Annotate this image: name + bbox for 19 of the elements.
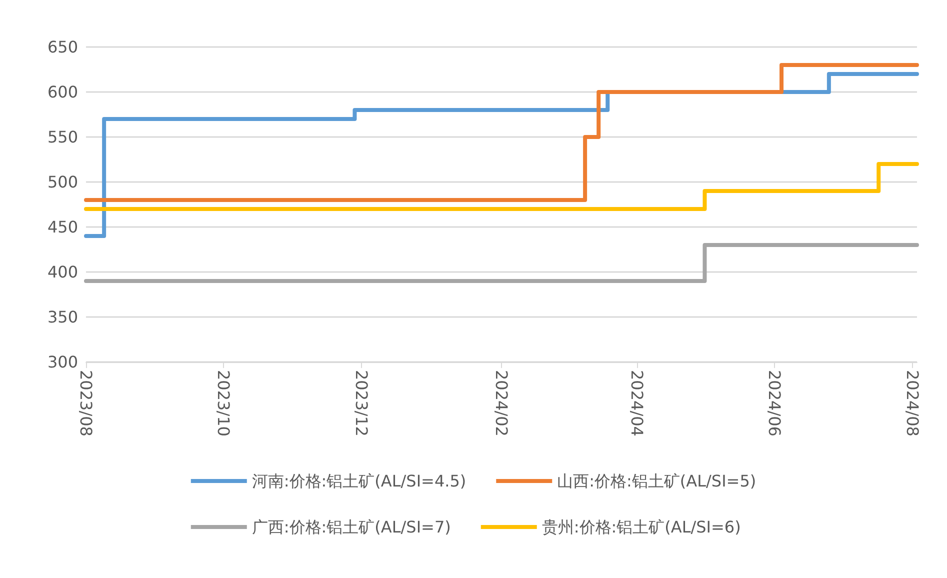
- x-tick-label: 2023/08: [76, 370, 96, 436]
- x-tick-label: 2024/04: [627, 370, 646, 436]
- y-tick-label: 550: [47, 128, 78, 146]
- x-tick-label: 2024/02: [492, 370, 511, 436]
- legend-label: 广西:价格:铝土矿(AL/SI=7): [252, 518, 451, 536]
- legend-label: 河南:价格:铝土矿(AL/SI=4.5): [252, 472, 466, 490]
- legend-label: 贵州:价格:铝土矿(AL/SI=6): [542, 518, 741, 536]
- y-tick-label: 300: [47, 352, 78, 372]
- x-tick-label: 2024/08: [902, 370, 922, 436]
- legend-label: 山西:价格:铝土矿(AL/SI=5): [557, 472, 756, 490]
- y-tick-label: 350: [47, 308, 78, 326]
- y-tick-label: 650: [47, 38, 78, 56]
- y-tick-label: 500: [47, 172, 78, 192]
- x-tick-label: 2024/06: [765, 370, 784, 436]
- y-tick-label: 400: [47, 262, 78, 282]
- x-tick-label: 2023/10: [214, 370, 234, 436]
- y-tick-label: 600: [47, 82, 78, 102]
- x-tick-label: 2023/12: [352, 370, 371, 436]
- y-tick-label: 450: [47, 218, 78, 236]
